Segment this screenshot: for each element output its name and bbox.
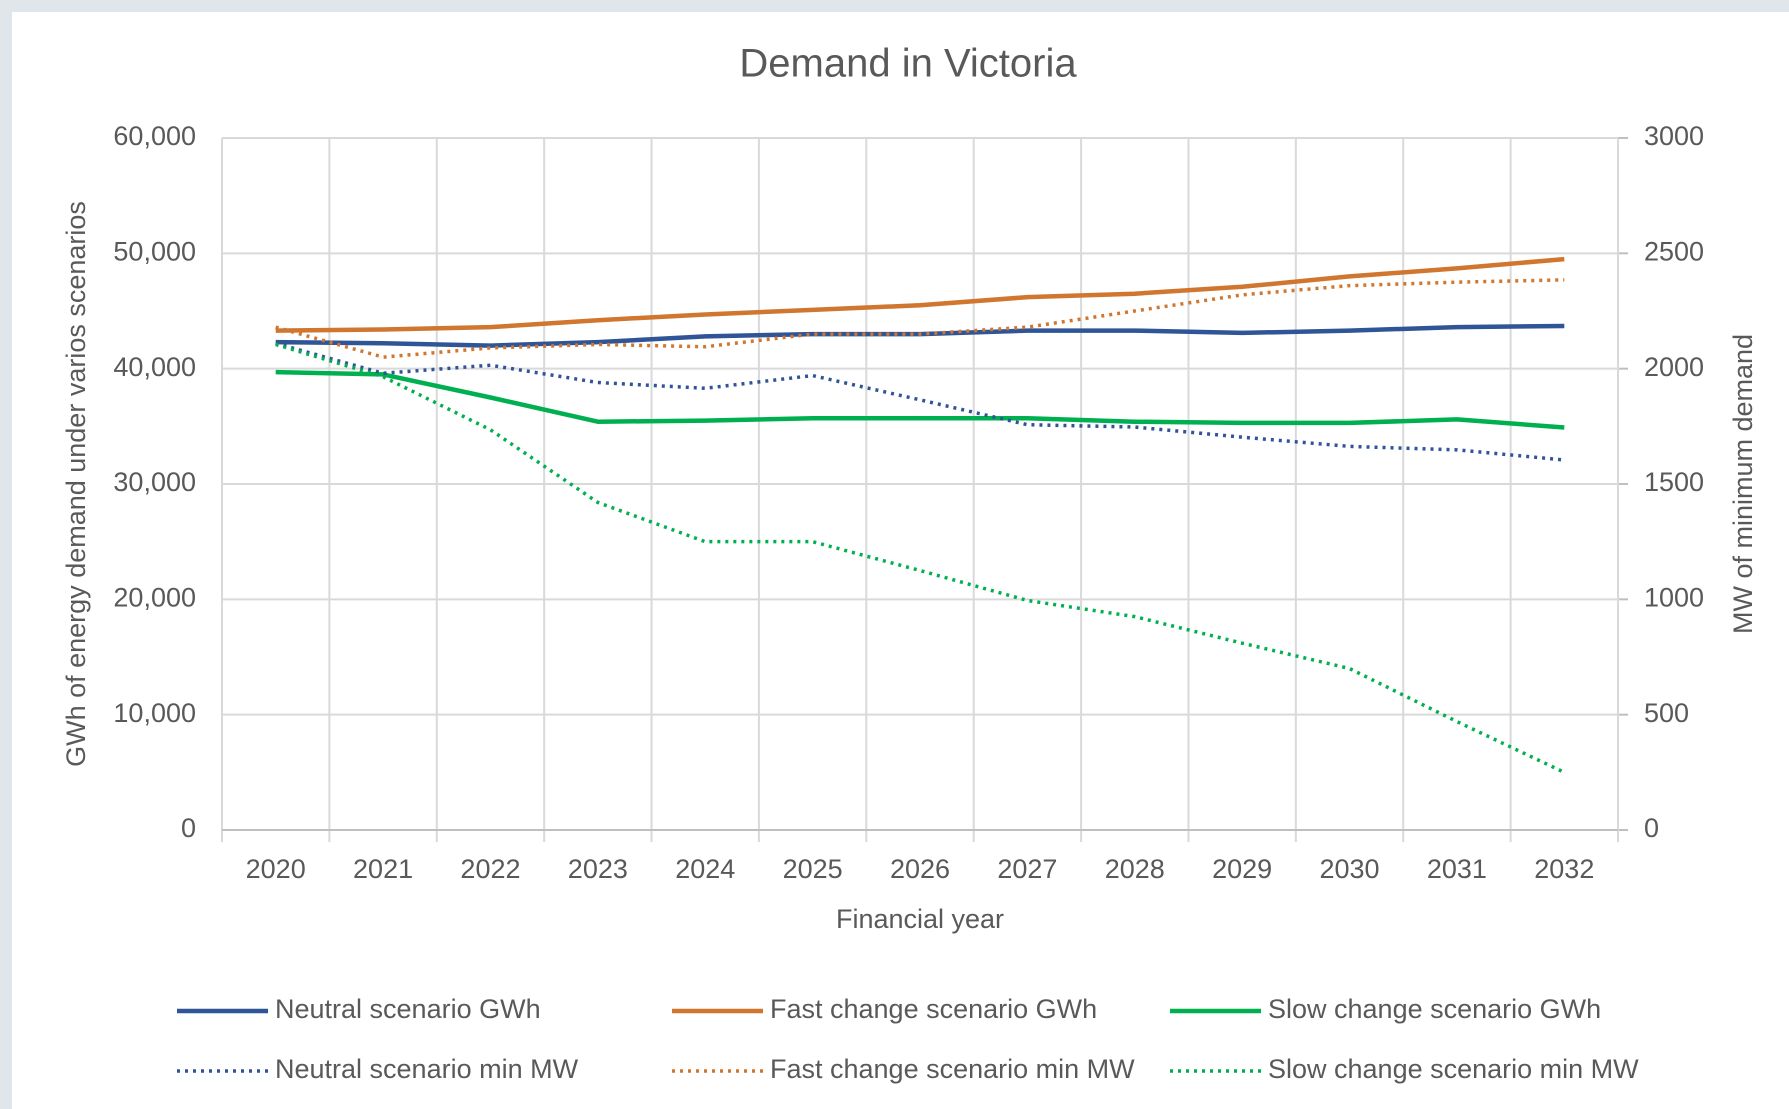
series-line xyxy=(275,278,1565,359)
x-tick-label: 2032 xyxy=(1534,854,1594,884)
x-tick-label: 2025 xyxy=(783,854,843,884)
x-tick-label: 2028 xyxy=(1105,854,1165,884)
y-tick-label: 0 xyxy=(181,813,196,843)
y2-tick-label: 3000 xyxy=(1644,121,1704,151)
series-line xyxy=(275,369,1565,430)
x-tick-label: 2029 xyxy=(1212,854,1272,884)
y-axis-label: GWh of energy demand under varios scenar… xyxy=(61,201,91,767)
y2-axis-label: MW of minimum demand xyxy=(1728,334,1758,634)
y2-tick-label: 2500 xyxy=(1644,236,1704,266)
y2-tick-label: 500 xyxy=(1644,698,1689,728)
legend-label: Slow change scenario GWh xyxy=(1268,994,1601,1024)
x-tick-label: 2031 xyxy=(1427,854,1487,884)
chart-title: Demand in Victoria xyxy=(739,42,1077,86)
x-tick-label: 2020 xyxy=(246,854,306,884)
chart-panel xyxy=(12,12,1789,1109)
y2-tick-label: 1000 xyxy=(1644,582,1704,612)
x-tick-label: 2024 xyxy=(675,854,735,884)
y-tick-label: 60,000 xyxy=(113,121,196,151)
series-line xyxy=(275,256,1565,333)
y-tick-label: 40,000 xyxy=(113,352,196,382)
x-tick-label: 2026 xyxy=(890,854,950,884)
x-tick-label: 2021 xyxy=(353,854,413,884)
y2-tick-label: 2000 xyxy=(1644,352,1704,382)
x-tick-label: 2027 xyxy=(997,854,1057,884)
x-tick-label: 2022 xyxy=(460,854,520,884)
y-tick-label: 10,000 xyxy=(113,698,196,728)
y2-tick-label: 0 xyxy=(1644,813,1659,843)
legend-label: Fast change scenario GWh xyxy=(770,994,1097,1024)
y2-tick-label: 1500 xyxy=(1644,467,1704,497)
y-tick-label: 20,000 xyxy=(113,582,196,612)
legend-label: Neutral scenario GWh xyxy=(275,994,541,1024)
x-tick-label: 2030 xyxy=(1319,854,1379,884)
legend-label: Slow change scenario min MW xyxy=(1268,1054,1639,1084)
legend-label: Neutral scenario min MW xyxy=(275,1054,579,1084)
legend-label: Fast change scenario min MW xyxy=(770,1054,1135,1084)
x-tick-label: 2023 xyxy=(568,854,628,884)
y-tick-label: 30,000 xyxy=(113,467,196,497)
y-tick-label: 50,000 xyxy=(113,236,196,266)
x-axis-label: Financial year xyxy=(836,904,1004,934)
